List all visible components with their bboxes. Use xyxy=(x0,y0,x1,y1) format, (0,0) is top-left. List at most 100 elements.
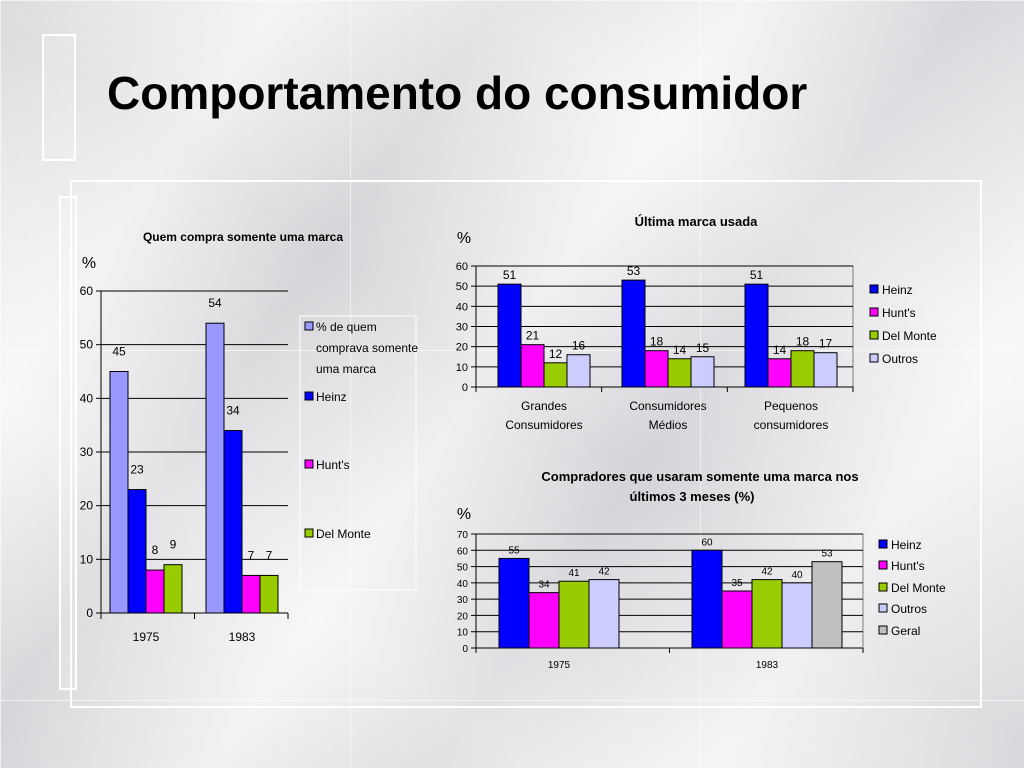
bar xyxy=(667,358,692,388)
legend-swatch xyxy=(304,321,314,331)
bar xyxy=(751,579,783,649)
data-label: 7 xyxy=(266,548,273,562)
bar xyxy=(145,569,165,614)
bar xyxy=(259,574,279,614)
legend-label: % de quem xyxy=(316,320,377,334)
data-label: 23 xyxy=(130,463,144,477)
bar xyxy=(644,350,669,388)
data-label: 34 xyxy=(538,580,550,591)
y-tick-label: 50 xyxy=(457,563,469,574)
bar xyxy=(744,283,769,388)
data-label: 16 xyxy=(572,339,586,353)
chart-title: Última marca usada xyxy=(635,214,759,229)
category-label: 1983 xyxy=(756,660,779,671)
bar xyxy=(205,322,225,614)
bar xyxy=(109,371,129,614)
y-tick-label: 20 xyxy=(457,611,469,622)
y-tick-label: 30 xyxy=(80,445,94,459)
y-tick-label: 0 xyxy=(86,606,93,620)
data-label: 9 xyxy=(170,538,177,552)
y-axis-label: % xyxy=(457,230,471,247)
legend-label: Hunt's xyxy=(316,458,350,472)
data-label: 42 xyxy=(761,567,773,578)
y-tick-label: 60 xyxy=(456,261,468,273)
bar xyxy=(163,564,183,614)
decorative-bar-left xyxy=(59,196,77,690)
bar xyxy=(781,582,813,649)
data-label: 15 xyxy=(696,341,710,355)
legend-swatch xyxy=(304,391,314,401)
category-label: 1983 xyxy=(229,630,256,644)
legend-swatch xyxy=(869,284,879,294)
y-axis-label: % xyxy=(457,506,471,523)
legend-swatch xyxy=(878,560,888,570)
data-label: 7 xyxy=(248,548,255,562)
legend-box xyxy=(299,315,417,591)
chart-title: últimos 3 meses (%) xyxy=(630,489,755,504)
data-label: 18 xyxy=(650,335,664,349)
bar xyxy=(543,362,568,388)
bar xyxy=(497,283,522,388)
data-label: 21 xyxy=(526,329,540,343)
data-label: 42 xyxy=(598,567,610,578)
y-tick-label: 50 xyxy=(80,338,94,352)
category-label: consumidores xyxy=(754,418,829,432)
data-label: 14 xyxy=(673,343,687,357)
category-label: Médios xyxy=(649,418,688,432)
legend-label: Outros xyxy=(891,602,927,616)
bar xyxy=(691,549,723,649)
y-axis-label: % xyxy=(82,255,96,272)
bar xyxy=(241,574,261,614)
bar xyxy=(621,279,646,388)
data-label: 14 xyxy=(773,343,787,357)
legend-label: uma marca xyxy=(316,362,376,376)
legend-swatch xyxy=(878,539,888,549)
data-label: 8 xyxy=(152,543,159,557)
y-tick-label: 10 xyxy=(456,362,468,374)
y-tick-label: 10 xyxy=(457,628,469,639)
data-label: 53 xyxy=(821,549,833,560)
bar xyxy=(528,592,560,649)
data-label: 17 xyxy=(819,337,833,351)
bar xyxy=(813,352,838,388)
bar xyxy=(690,356,715,388)
legend-swatch xyxy=(878,625,888,635)
bar xyxy=(588,579,620,649)
bar xyxy=(721,590,753,649)
bar xyxy=(767,358,792,388)
legend-label: Hunt's xyxy=(891,559,925,573)
bar xyxy=(223,430,243,614)
legend-swatch xyxy=(869,353,879,363)
category-label: Consumidores xyxy=(505,418,582,432)
legend-swatch xyxy=(878,603,888,613)
category-label: 1975 xyxy=(548,660,571,671)
charts-frame xyxy=(70,180,982,708)
page-title: Comportamento do consumidor xyxy=(107,67,808,119)
y-tick-label: 30 xyxy=(457,595,469,606)
bar xyxy=(498,557,530,649)
y-tick-label: 40 xyxy=(457,579,469,590)
legend-label: Del Monte xyxy=(882,329,937,343)
y-tick-label: 30 xyxy=(456,322,468,334)
legend-label: comprava somente xyxy=(316,341,418,355)
category-label: 1975 xyxy=(133,630,160,644)
y-tick-label: 60 xyxy=(80,284,94,298)
legend-label: Geral xyxy=(891,624,920,638)
bar xyxy=(811,561,843,649)
y-tick-label: 40 xyxy=(80,391,94,405)
legend-label: Del Monte xyxy=(316,527,371,541)
legend-swatch xyxy=(869,330,879,340)
data-label: 60 xyxy=(701,537,713,548)
y-tick-label: 70 xyxy=(457,530,469,541)
y-tick-label: 0 xyxy=(462,644,468,655)
legend-label: Heinz xyxy=(882,283,913,297)
legend-label: Heinz xyxy=(316,390,347,404)
y-tick-label: 0 xyxy=(462,382,468,394)
chart-title: Quem compra somente uma marca xyxy=(143,230,343,244)
data-label: 54 xyxy=(208,296,222,310)
decorative-bar-top xyxy=(42,34,76,161)
data-label: 41 xyxy=(568,568,580,579)
y-tick-label: 10 xyxy=(80,552,94,566)
legend-swatch xyxy=(869,307,879,317)
